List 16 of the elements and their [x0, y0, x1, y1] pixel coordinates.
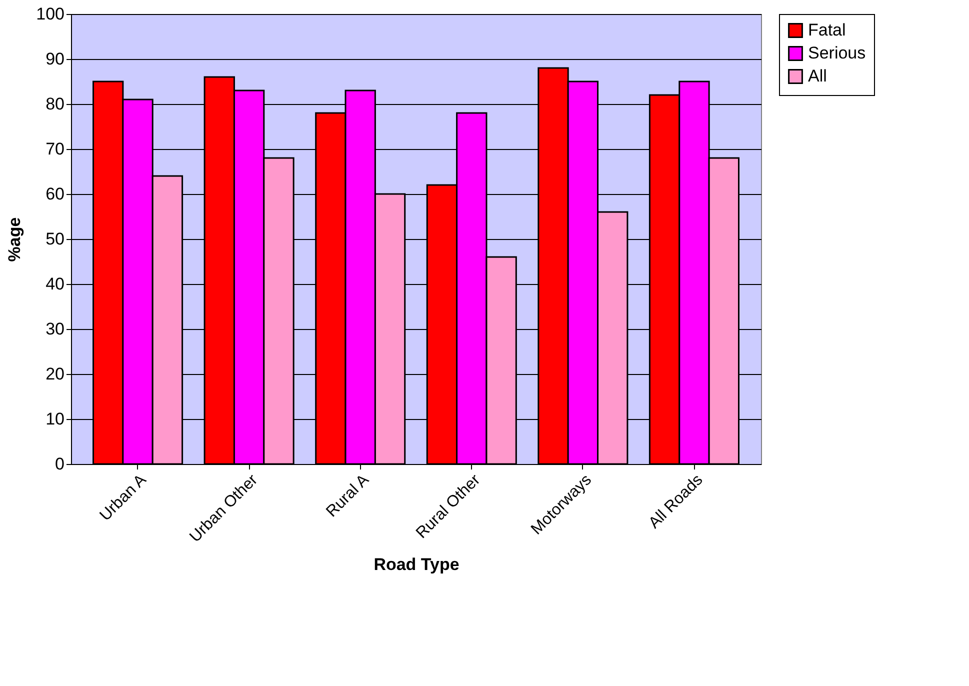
- y-tick-label: 40: [46, 274, 64, 294]
- y-tick-label: 60: [46, 184, 64, 204]
- legend-label: All: [808, 66, 827, 86]
- y-tick-label: 0: [55, 454, 64, 474]
- y-tick-label: 70: [46, 140, 64, 158]
- legend-label: Fatal: [808, 20, 846, 40]
- y-tick-label: 20: [46, 364, 64, 384]
- y-tick-label: 100: [36, 4, 64, 24]
- y-tick-label: 50: [46, 230, 64, 248]
- y-tick-label: 30: [46, 320, 64, 338]
- x-axis-title: Road Type: [374, 555, 460, 574]
- legend-label: Serious: [808, 44, 866, 62]
- y-axis-title: %age: [5, 217, 24, 262]
- y-tick-label: 80: [46, 94, 64, 114]
- y-tick-label: 10: [46, 410, 64, 428]
- y-tick-label: 90: [46, 50, 64, 68]
